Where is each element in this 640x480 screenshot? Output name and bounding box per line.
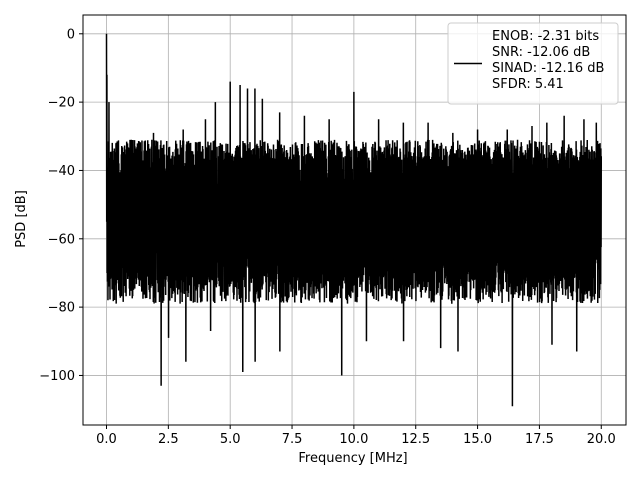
x-tick-label: 17.5: [525, 432, 554, 447]
x-tick-label: 20.0: [587, 432, 616, 447]
y-tick-label: −60: [48, 232, 75, 247]
legend-text-line: SNR: -12.06 dB: [492, 45, 590, 60]
y-tick-label: 0: [67, 27, 75, 42]
legend-text-line: SFDR: 5.41: [492, 77, 564, 92]
axes-frame: [82, 14, 627, 426]
x-tick-label: 7.5: [282, 432, 303, 447]
x-tick-label: 15.0: [463, 432, 492, 447]
x-axis-label: Frequency [MHz]: [298, 451, 407, 466]
axes: 0.0 2.5 5.0 7.5 10.0 12.5 15.0 17.5 20.0 0 −20 −40 −…: [39, 14, 627, 447]
y-tick-label: −40: [48, 164, 75, 179]
legend-text-line: SINAD: -12.16 dB: [492, 61, 604, 76]
x-tick-label: 2.5: [158, 432, 179, 447]
plot-area: [105, 33, 603, 407]
y-tick-label: −100: [39, 369, 75, 384]
x-tick-label: 10.0: [339, 432, 368, 447]
y-tick-label: −20: [48, 96, 75, 111]
x-tick-label: 0.0: [96, 432, 117, 447]
y-axis-label: PSD [dB]: [14, 190, 29, 248]
x-tick-label: 12.5: [401, 432, 430, 447]
y-tick-label: −80: [48, 301, 75, 316]
x-tick-label: 5.0: [220, 432, 241, 447]
legend-text-line: ENOB: -2.31 bits: [492, 29, 599, 44]
legend-box: [447, 22, 619, 105]
psd-series-line: [105, 33, 603, 407]
